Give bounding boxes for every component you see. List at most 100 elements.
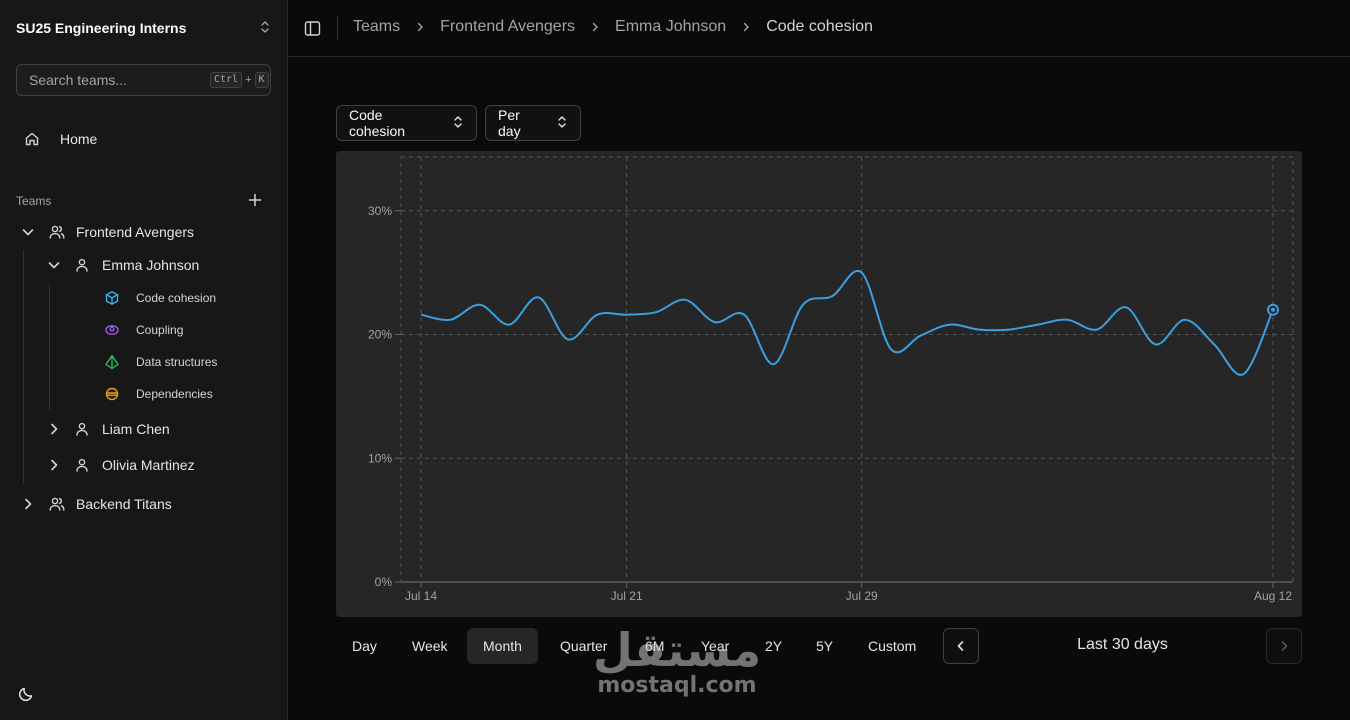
data-point: [537, 295, 541, 299]
data-point: [1124, 305, 1128, 309]
data-point: [595, 313, 599, 317]
data-point: [1153, 342, 1157, 346]
data-point: [625, 313, 629, 317]
home-icon: [24, 131, 40, 147]
data-point: [977, 328, 981, 332]
data-point: [948, 323, 952, 327]
breadcrumb-teams[interactable]: Teams: [353, 18, 401, 35]
data-point: [1095, 328, 1099, 332]
line-chart[interactable]: 0% 10% 20% 30% Jul 14 Jul 21 Jul 29 Aug 12: [336, 151, 1302, 617]
top-header: Teams Frontend Avengers Emma Johnson Cod…: [288, 0, 1350, 57]
chevrons-up-down-icon: [556, 115, 568, 132]
data-point: [918, 334, 922, 338]
chevron-right-icon[interactable]: [46, 421, 62, 437]
user-icon: [74, 457, 90, 473]
tree-guide-line: [49, 284, 50, 410]
range-option-5y[interactable]: 5Y: [816, 638, 834, 654]
cube-icon: [104, 290, 120, 306]
breadcrumb: Teams Frontend Avengers Emma Johnson Cod…: [353, 18, 873, 36]
panel-left-icon: [304, 21, 321, 36]
data-point: [448, 318, 452, 322]
next-period-button[interactable]: [1266, 628, 1302, 664]
sidebar-member-liam-chen[interactable]: Liam Chen: [46, 421, 170, 437]
metric-select-value: Code cohesion: [349, 107, 406, 139]
shortcut-key-k: K: [254, 72, 269, 88]
range-option-week[interactable]: Week: [412, 638, 448, 654]
data-point: [507, 323, 511, 327]
data-point: [1036, 323, 1040, 327]
sidebar-metric-coupling[interactable]: Coupling: [104, 322, 183, 338]
chevron-right-icon: [589, 21, 601, 33]
y-tick-label: 30%: [368, 204, 392, 218]
member-name: Emma Johnson: [102, 257, 200, 273]
chevron-right-icon[interactable]: [46, 457, 62, 473]
breadcrumb-team[interactable]: Frontend Avengers: [440, 18, 576, 35]
interval-select[interactable]: Per day: [485, 105, 581, 141]
shortcut-plus: +: [245, 74, 252, 86]
range-option-custom[interactable]: Custom: [868, 638, 917, 654]
search-shortcut: Ctrl + K: [210, 72, 269, 88]
add-team-button[interactable]: [246, 191, 264, 209]
header-divider: [337, 16, 338, 40]
data-point: [742, 313, 746, 317]
data-point: [566, 337, 570, 341]
range-option-month[interactable]: Month: [467, 628, 538, 664]
chevrons-up-down-icon: [258, 20, 272, 37]
previous-period-button[interactable]: [943, 628, 979, 664]
range-option-day[interactable]: Day: [352, 638, 377, 654]
user-icon: [74, 257, 90, 273]
sidebar-metric-code-cohesion[interactable]: Code cohesion: [104, 290, 216, 306]
workspace-switcher[interactable]: SU25 Engineering Interns: [16, 19, 272, 37]
sidebar-metric-data-structures[interactable]: Data structures: [104, 354, 217, 370]
nav-home[interactable]: Home: [24, 131, 97, 147]
range-option-6m[interactable]: 6M: [645, 638, 665, 654]
plot-frame: [400, 156, 1294, 583]
chevron-right-icon: [414, 21, 426, 33]
sidebar-team-frontend-avengers[interactable]: Frontend Avengers: [20, 223, 194, 241]
chevron-right-icon: [1281, 641, 1288, 651]
sidebar-member-emma-johnson[interactable]: Emma Johnson: [46, 257, 199, 273]
users-icon: [48, 495, 66, 513]
nav-home-label: Home: [60, 131, 98, 147]
member-name: Liam Chen: [102, 421, 170, 437]
search-box: Ctrl + K: [16, 64, 271, 96]
data-point: [830, 294, 834, 298]
breadcrumb-member[interactable]: Emma Johnson: [615, 18, 727, 35]
y-tick-label: 0%: [375, 575, 393, 589]
chevron-right-icon[interactable]: [20, 496, 36, 512]
data-point: [1007, 328, 1011, 332]
chevron-down-icon[interactable]: [20, 224, 36, 240]
data-point: [1212, 342, 1216, 346]
x-tick-label: Jul 14: [405, 589, 437, 603]
sidebar-toggle-button[interactable]: [304, 20, 321, 37]
range-option-year[interactable]: Year: [701, 638, 730, 654]
sidebar-team-backend-titans[interactable]: Backend Titans: [20, 495, 172, 513]
theme-toggle-button[interactable]: [17, 685, 35, 703]
range-option-2y[interactable]: 2Y: [765, 638, 783, 654]
data-point: [889, 347, 893, 351]
chevron-right-icon: [740, 21, 752, 33]
x-tick-label: Aug 12: [1254, 589, 1292, 603]
team-name: Backend Titans: [76, 496, 172, 512]
data-point: [801, 303, 805, 307]
metric-label: Coupling: [136, 323, 184, 337]
y-tick-label: 10%: [368, 451, 392, 465]
user-icon: [74, 421, 90, 437]
data-point: [478, 303, 482, 307]
sidebar-member-olivia-martinez[interactable]: Olivia Martinez: [46, 457, 195, 473]
pyramid-icon: [104, 354, 120, 370]
chevron-down-icon[interactable]: [46, 257, 62, 273]
users-icon: [48, 223, 66, 241]
metric-label: Dependencies: [136, 387, 213, 401]
search-input[interactable]: [29, 72, 210, 88]
data-point: [713, 320, 717, 324]
planet-icon: [104, 386, 120, 402]
shortcut-key-ctrl: Ctrl: [210, 72, 243, 88]
period-label: Last 30 days: [1077, 636, 1168, 653]
chevrons-up-down-icon: [452, 115, 464, 132]
data-point: [1183, 318, 1187, 322]
data-point: [1242, 372, 1246, 376]
range-option-quarter[interactable]: Quarter: [560, 638, 608, 654]
sidebar-metric-dependencies[interactable]: Dependencies: [104, 386, 213, 402]
metric-select[interactable]: Code cohesion: [336, 105, 477, 141]
